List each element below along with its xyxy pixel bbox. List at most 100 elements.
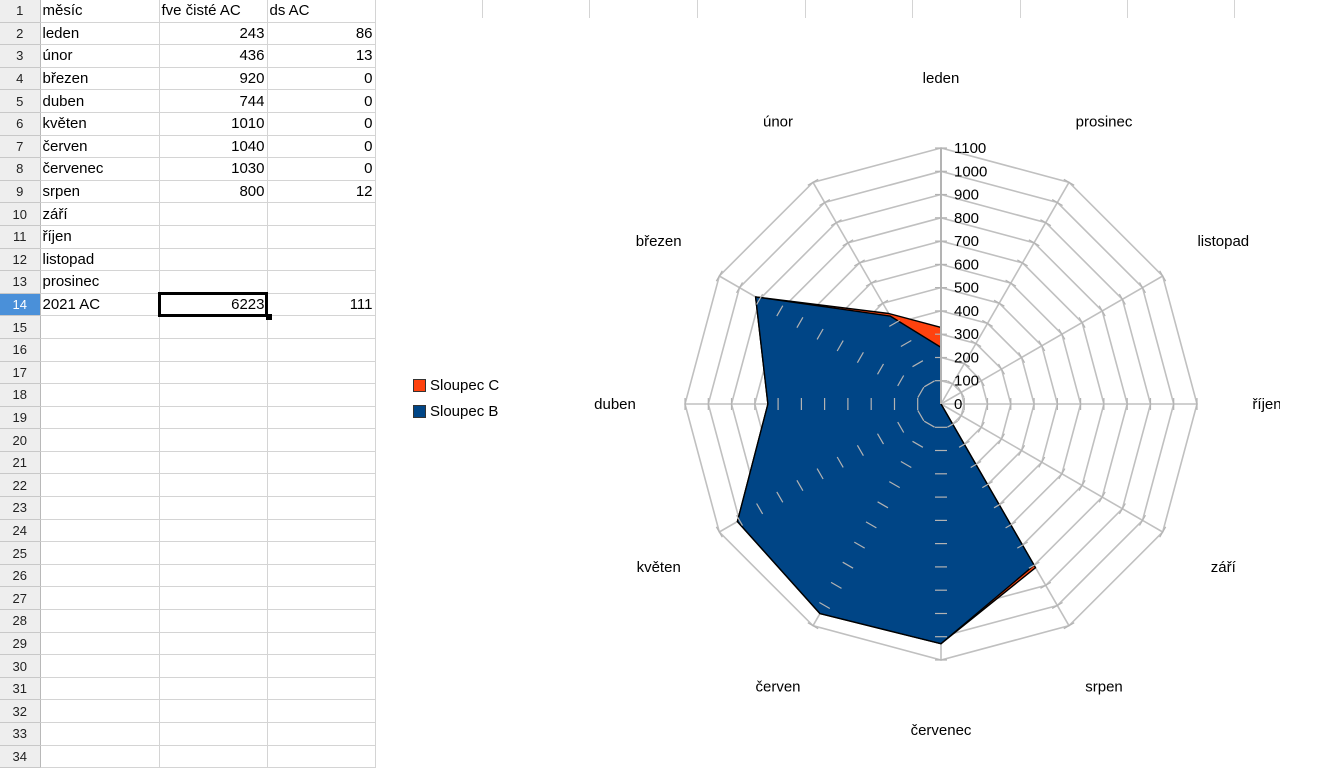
cell-c[interactable] [267,338,376,362]
row-header[interactable]: 3 [0,44,41,68]
cell-b[interactable]: 744 [159,89,268,113]
cell-b[interactable]: fve čisté AC [159,0,268,23]
cell-b[interactable] [159,699,268,723]
row-header[interactable]: 27 [0,586,41,611]
cell-a[interactable] [40,677,160,701]
row-header[interactable]: 28 [0,609,41,633]
cell-a[interactable]: duben [40,89,160,113]
cell-b[interactable] [159,677,268,701]
cell-a[interactable] [40,496,160,520]
cell-c[interactable] [267,699,376,723]
cell-a[interactable]: leden [40,22,160,46]
row-header[interactable]: 18 [0,383,41,407]
cell-b[interactable]: 1030 [159,157,268,181]
cell-b[interactable] [159,722,268,746]
cell-a[interactable]: září [40,202,160,226]
cell-a[interactable]: červen [40,135,160,159]
cell-b[interactable] [159,564,268,588]
row-header[interactable]: 2 [0,22,41,46]
cell-b[interactable] [159,541,268,565]
cell-c[interactable] [267,541,376,565]
cell-a[interactable] [40,654,160,678]
row-header[interactable]: 34 [0,745,41,768]
cell-b[interactable] [159,745,268,768]
cell-b[interactable] [159,338,268,362]
row-header[interactable]: 19 [0,406,41,430]
cell-b[interactable] [159,654,268,678]
cell-a[interactable] [40,632,160,656]
row-header[interactable]: 12 [0,248,41,272]
row-header[interactable]: 30 [0,654,41,678]
cell-c[interactable] [267,586,376,611]
cell-a[interactable]: srpen [40,180,160,204]
cell-a[interactable]: únor [40,44,160,68]
cell-c[interactable]: 12 [267,180,376,204]
cell-a[interactable] [40,338,160,362]
row-header[interactable]: 6 [0,112,41,136]
row-header[interactable]: 5 [0,89,41,113]
cell-a[interactable]: říjen [40,225,160,249]
cell-c[interactable]: 86 [267,22,376,46]
cell-a[interactable] [40,722,160,746]
cell-b[interactable]: 436 [159,44,268,68]
cell-b[interactable] [159,428,268,452]
row-header[interactable]: 20 [0,428,41,452]
cell-c[interactable] [267,519,376,543]
row-header[interactable]: 26 [0,564,41,588]
cell-a[interactable] [40,473,160,498]
fill-handle[interactable] [266,314,272,320]
row-header[interactable]: 23 [0,496,41,520]
cell-b[interactable] [159,473,268,498]
cell-b[interactable] [159,270,268,294]
row-header[interactable]: 15 [0,315,41,339]
cell-c[interactable] [267,270,376,294]
cell-b[interactable] [159,496,268,520]
row-header[interactable]: 1 [0,0,41,23]
row-header[interactable]: 4 [0,67,41,91]
cell-a[interactable] [40,586,160,611]
cell-a[interactable]: květen [40,112,160,136]
cell-c[interactable] [267,383,376,407]
cell-a[interactable]: měsíc [40,0,160,23]
cell-b[interactable]: 6223 [158,292,268,317]
cell-c[interactable]: 111 [267,293,376,317]
cell-c[interactable] [267,225,376,249]
cell-a[interactable] [40,451,160,475]
cell-b[interactable] [159,451,268,475]
cell-c[interactable] [267,632,376,656]
cell-c[interactable] [267,654,376,678]
row-header[interactable]: 14 [0,293,41,317]
cell-c[interactable] [267,428,376,452]
cell-b[interactable]: 1010 [159,112,268,136]
cell-c[interactable] [267,361,376,385]
row-header[interactable]: 33 [0,722,41,746]
row-header[interactable]: 7 [0,135,41,159]
row-header[interactable]: 9 [0,180,41,204]
cell-c[interactable]: 0 [267,157,376,181]
cell-c[interactable] [267,722,376,746]
cell-b[interactable] [159,248,268,272]
row-header[interactable]: 25 [0,541,41,565]
cell-a[interactable] [40,315,160,339]
cell-c[interactable]: 0 [267,112,376,136]
row-header[interactable]: 16 [0,338,41,362]
cell-a[interactable] [40,428,160,452]
cell-b[interactable] [159,406,268,430]
cell-a[interactable]: červenec [40,157,160,181]
row-header[interactable]: 29 [0,632,41,656]
cell-c[interactable] [267,248,376,272]
cell-a[interactable] [40,519,160,543]
row-header[interactable]: 24 [0,519,41,543]
cell-c[interactable] [267,451,376,475]
cell-a[interactable]: březen [40,67,160,91]
cell-b[interactable] [159,361,268,385]
row-header[interactable]: 13 [0,270,41,294]
cell-a[interactable] [40,541,160,565]
cell-c[interactable] [267,564,376,588]
cell-a[interactable] [40,699,160,723]
cell-b[interactable]: 243 [159,22,268,46]
row-header[interactable]: 10 [0,202,41,226]
row-header[interactable]: 8 [0,157,41,181]
cell-b[interactable] [159,586,268,611]
cell-b[interactable]: 1040 [159,135,268,159]
